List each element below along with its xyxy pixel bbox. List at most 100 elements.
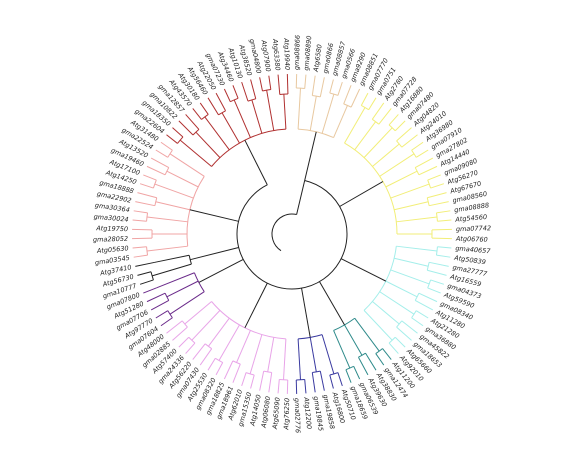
branch <box>151 300 169 309</box>
branch <box>310 96 316 130</box>
branch <box>402 321 418 333</box>
branch <box>298 88 300 129</box>
branch <box>412 318 423 326</box>
branch <box>151 158 169 167</box>
branch <box>272 214 297 251</box>
branch <box>278 379 279 393</box>
branch <box>224 361 232 379</box>
leaf-label: gma28052 <box>93 235 128 244</box>
branch <box>278 75 280 95</box>
branch <box>269 373 272 393</box>
branch <box>161 142 172 150</box>
branch <box>185 301 212 323</box>
branch <box>302 288 311 337</box>
branch <box>383 349 392 360</box>
branch <box>344 85 351 104</box>
branch <box>137 193 156 198</box>
branch <box>365 353 375 370</box>
branch <box>200 103 208 114</box>
branch <box>330 79 334 93</box>
branch <box>340 182 383 207</box>
leaf-label: gma08866 <box>293 35 302 70</box>
branch <box>416 150 428 157</box>
branch <box>147 293 165 301</box>
branch <box>166 135 177 144</box>
branch <box>167 171 198 187</box>
branch <box>179 121 193 135</box>
branch <box>216 93 225 111</box>
branch <box>341 259 386 281</box>
leaf-label: Atg63380 <box>271 38 282 71</box>
branch <box>397 128 412 141</box>
branch <box>361 93 368 105</box>
leaf-label: Atg19940 <box>282 37 291 70</box>
leaf-label: Atg19750 <box>95 224 128 233</box>
branch <box>147 166 165 174</box>
branch <box>267 90 274 130</box>
branch <box>284 339 286 380</box>
branch <box>196 132 220 157</box>
branch <box>132 229 152 230</box>
branch <box>402 135 418 147</box>
branch <box>242 373 246 386</box>
branch <box>170 292 204 315</box>
branch <box>428 288 441 293</box>
branch <box>200 349 211 365</box>
branch <box>322 335 334 374</box>
branch <box>284 94 286 129</box>
branch <box>179 337 189 347</box>
branch <box>372 301 399 323</box>
branch <box>354 366 360 379</box>
branch <box>432 238 452 239</box>
branch <box>305 132 317 181</box>
leaf-label: Atg76250 <box>282 398 291 431</box>
branch <box>379 108 391 124</box>
branch <box>396 246 437 251</box>
branch <box>415 158 433 167</box>
branch <box>242 82 248 101</box>
leaf-label: Atg54560 <box>454 213 487 224</box>
branch <box>193 344 205 360</box>
branch <box>391 270 430 284</box>
branch <box>237 180 347 289</box>
branch <box>155 255 189 262</box>
branch <box>436 211 450 213</box>
branch <box>172 128 182 137</box>
branch <box>135 202 155 206</box>
branch <box>427 270 446 275</box>
branch <box>260 371 264 391</box>
branch <box>222 113 240 143</box>
branch <box>386 281 417 297</box>
branch <box>147 246 188 251</box>
branch <box>394 202 428 210</box>
branch <box>167 281 198 297</box>
leaf-label: gma07742 <box>456 224 491 233</box>
branch <box>268 337 274 371</box>
branch <box>134 255 148 257</box>
branch <box>372 103 383 119</box>
branch <box>161 318 172 326</box>
branch <box>334 330 350 368</box>
branch <box>345 108 366 144</box>
branch <box>233 364 240 383</box>
branch <box>419 293 437 301</box>
branch <box>330 375 334 389</box>
branch <box>170 154 204 177</box>
branch <box>355 122 376 150</box>
branch <box>358 357 367 375</box>
branch <box>208 358 215 370</box>
branch <box>186 114 199 129</box>
branch <box>380 292 414 315</box>
branch <box>208 318 229 346</box>
branch <box>190 247 238 259</box>
branch <box>193 108 202 119</box>
leaf-label: Atg12200 <box>302 396 313 429</box>
branch <box>134 211 148 213</box>
branch <box>432 229 452 230</box>
branch <box>234 100 250 138</box>
branch <box>395 337 405 347</box>
branch <box>147 217 188 222</box>
branch <box>391 184 430 198</box>
branch <box>394 258 428 266</box>
